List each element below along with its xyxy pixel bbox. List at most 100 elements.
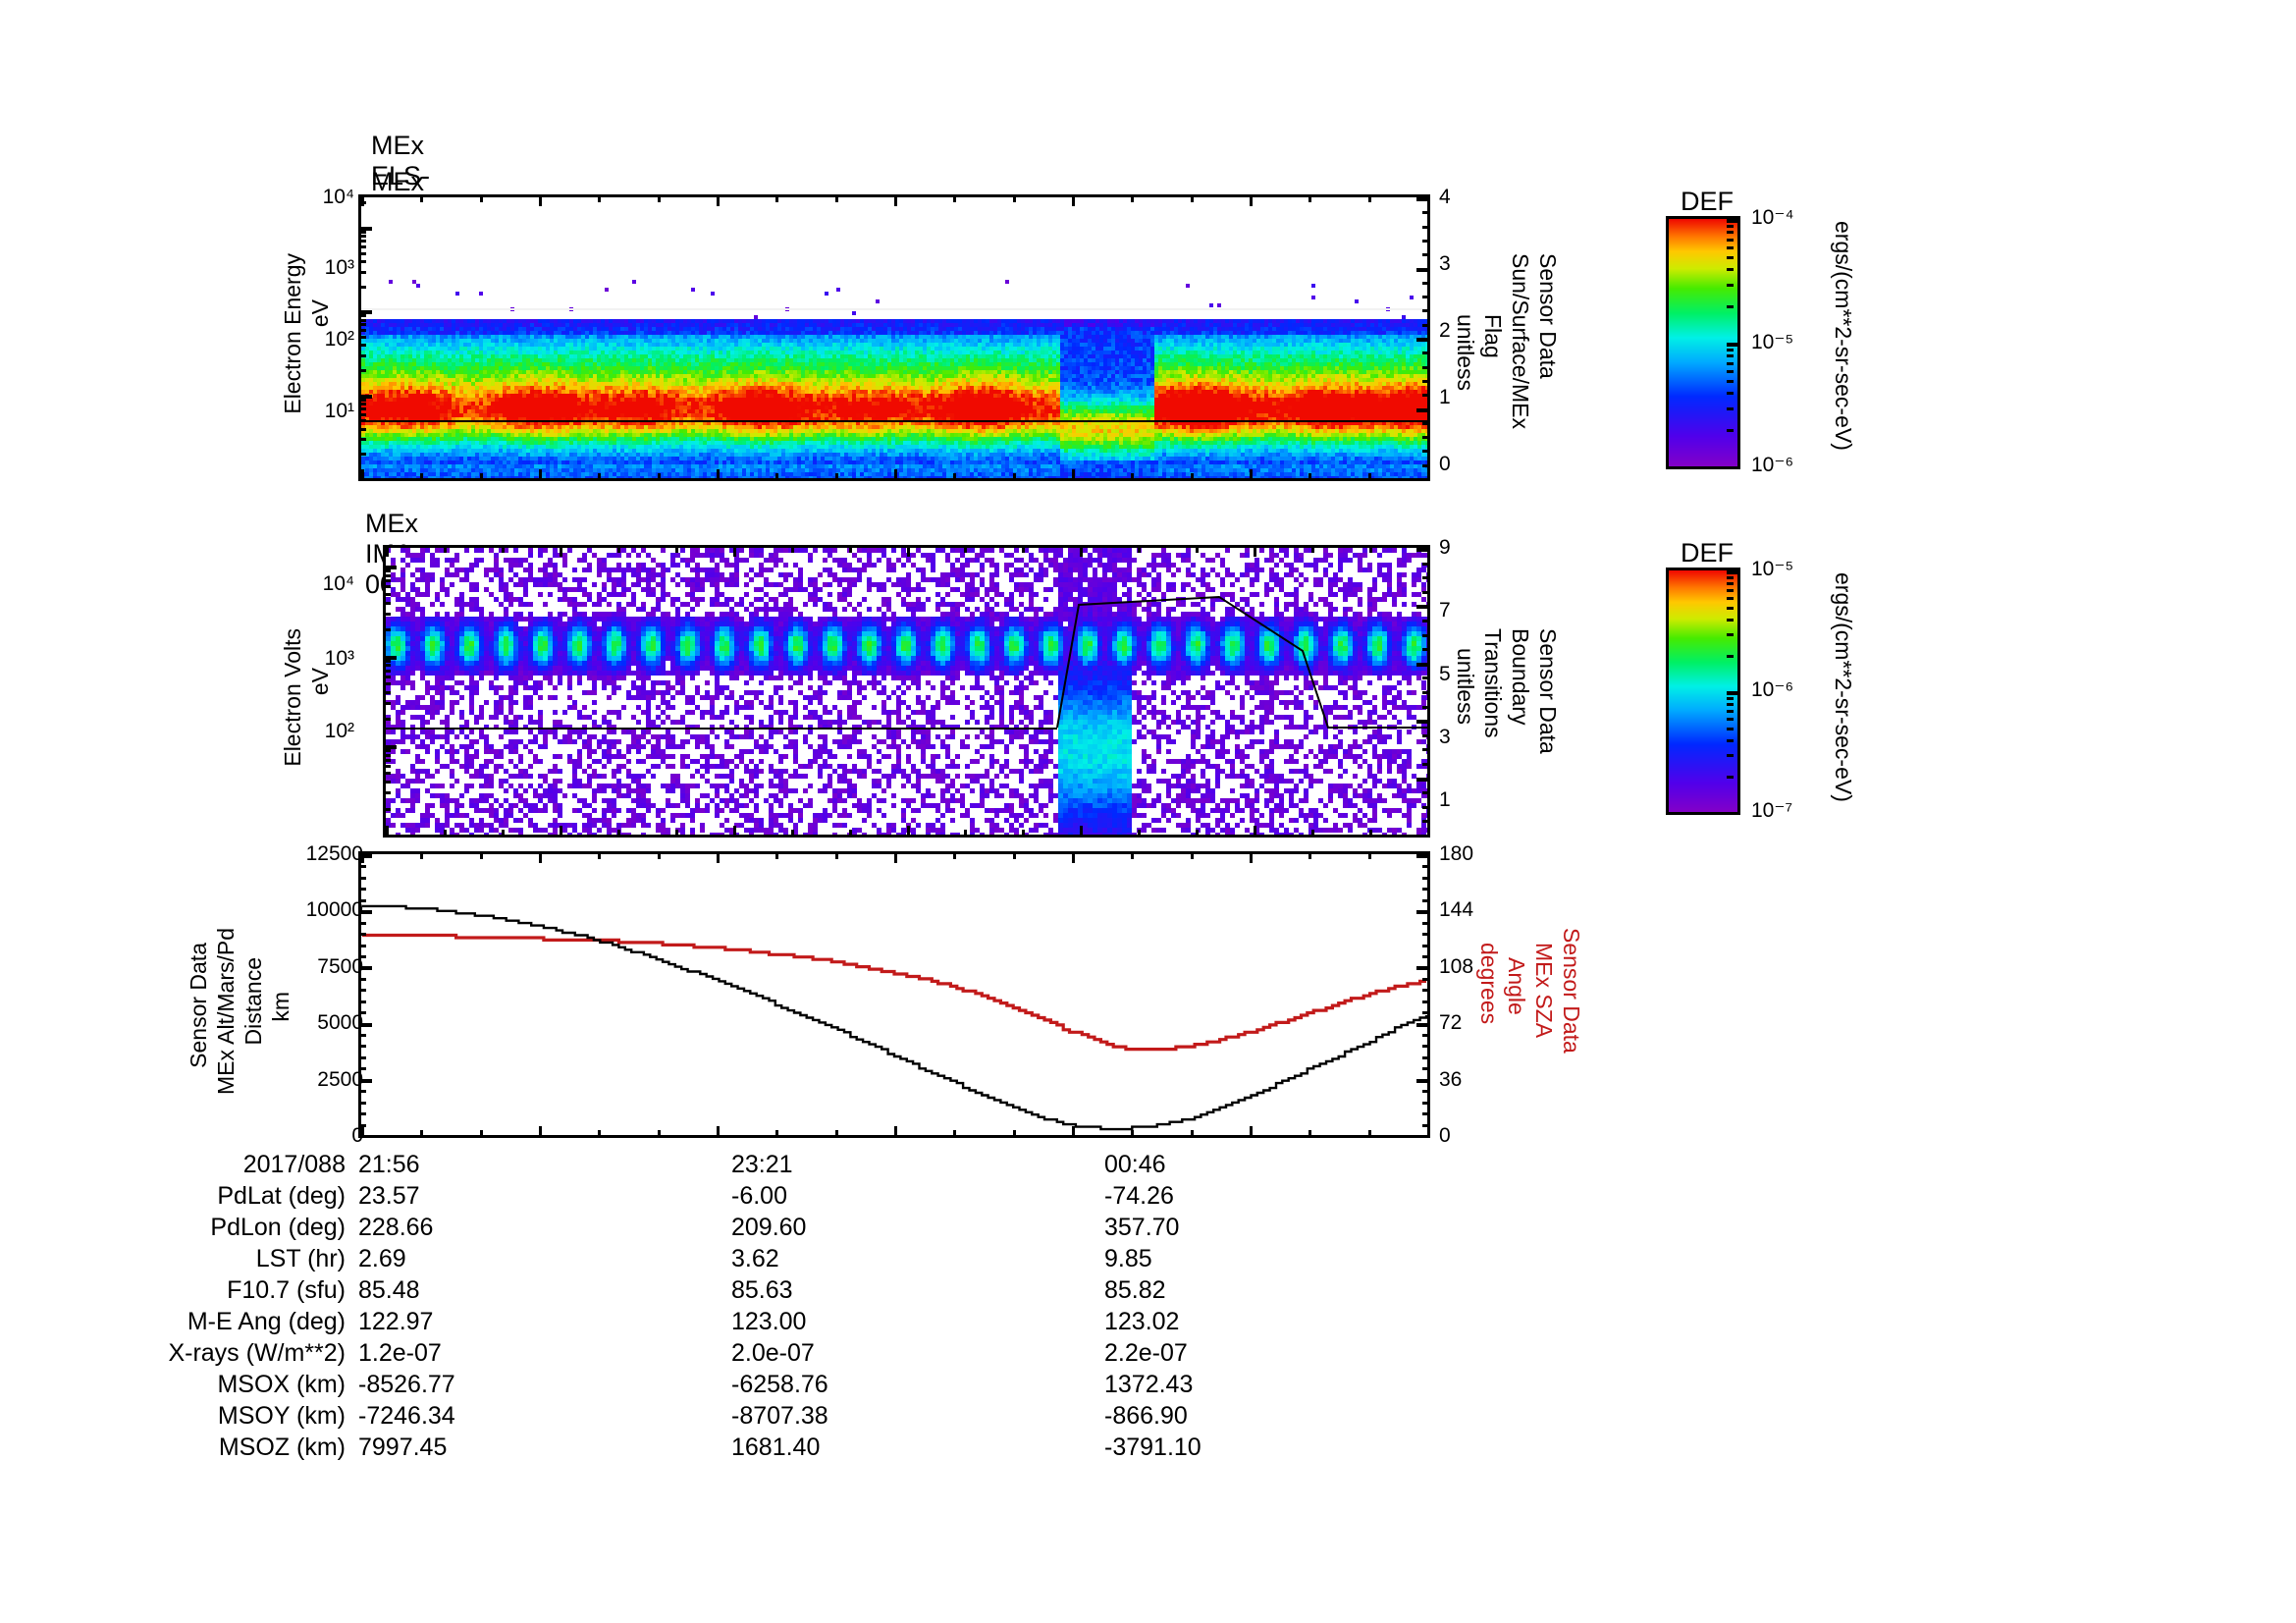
sza-axis-t1: Sensor Data xyxy=(1559,928,1585,1054)
els-rtick-3: 3 xyxy=(1439,252,1451,275)
table-cell: -8526.77 xyxy=(358,1371,455,1398)
table-cell: 209.60 xyxy=(731,1214,807,1241)
table-cell: 85.48 xyxy=(358,1276,420,1304)
ima-right-axis-line1: Sensor Data xyxy=(1535,628,1562,754)
ima-right-axis-line4: unitless xyxy=(1453,648,1479,725)
els-rtick-4: 4 xyxy=(1439,186,1451,208)
table-cell: -6258.76 xyxy=(731,1371,828,1398)
sza-rtick-144: 144 xyxy=(1439,898,1474,921)
els-right-axis-title-4: unitless xyxy=(1453,314,1479,391)
sza-rtick-0: 0 xyxy=(1439,1124,1451,1147)
table-cell: 228.66 xyxy=(358,1214,434,1241)
els-rtick-1: 1 xyxy=(1439,386,1451,408)
els-right-axis-line1: Sensor Data xyxy=(1535,253,1562,379)
ima-ytick-1e3: 10³ xyxy=(324,647,354,670)
els-spectrogram-canvas xyxy=(361,197,1427,478)
els-right-axis-title-2: Sun/Surface/MEx xyxy=(1508,253,1533,429)
table-row-label: M-E Ang (deg) xyxy=(187,1308,346,1335)
ima-plot-frame xyxy=(383,545,1430,838)
els-colorbar-bottom-label: 10⁻⁶ xyxy=(1751,454,1794,476)
sza-axis-t2: MEx SZA xyxy=(1531,943,1558,1039)
panel-ima-left-axis-unit: eV xyxy=(307,668,333,695)
sza-right-axis-line4: degrees xyxy=(1476,943,1503,1025)
alt-plot-frame xyxy=(358,851,1430,1138)
ima-colorbar-bottom-label: 10⁻⁷ xyxy=(1751,799,1793,822)
alt-axis-t1: Sensor Data xyxy=(186,943,211,1068)
table-cell: -3791.10 xyxy=(1104,1434,1201,1461)
els-ytick-1e1: 10¹ xyxy=(324,400,354,422)
ima-rtick-3: 3 xyxy=(1439,726,1451,748)
table-cell: -7246.34 xyxy=(358,1402,455,1430)
ima-right-axis-title-3: Transitions xyxy=(1480,628,1507,738)
alt-axis-t3: Distance xyxy=(240,957,266,1046)
table-cell: 85.82 xyxy=(1104,1276,1166,1304)
ima-top-ticks xyxy=(383,545,1430,559)
sza-rtick-72: 72 xyxy=(1439,1011,1463,1034)
els-right-ticks xyxy=(1415,194,1430,481)
els-ytick-1e2: 10² xyxy=(324,328,354,351)
alt-right-ticks xyxy=(1415,851,1430,1138)
ima-ytick-1e2: 10² xyxy=(324,720,354,742)
alt-ytick-5000: 5000 xyxy=(317,1011,363,1034)
sza-rtick-180: 180 xyxy=(1439,842,1474,865)
table-row-label: MSOY (km) xyxy=(217,1402,346,1430)
els-colorbar-units: ergs/(cm**2-sr-sec-eV) xyxy=(1831,221,1857,451)
ima-right-axis-title-4: unitless xyxy=(1453,648,1479,725)
sza-rtick-108: 108 xyxy=(1439,955,1474,978)
table-cell: 7997.45 xyxy=(358,1434,448,1461)
ima-right-axis-line3: Transitions xyxy=(1480,628,1507,738)
alt-curve xyxy=(362,904,1428,1131)
ima-spectrogram-canvas xyxy=(386,548,1427,835)
els-left-axis-line2: eV xyxy=(307,299,333,328)
ima-rtick-1: 1 xyxy=(1439,788,1451,811)
alt-ytick-7500: 7500 xyxy=(317,955,363,978)
table-cell: 1372.43 xyxy=(1104,1371,1194,1398)
els-colorbar-top-label: 10⁻⁴ xyxy=(1751,206,1794,229)
els-right-axis-title-3: Flag xyxy=(1480,314,1506,358)
alt-left-axis-line1: Sensor Data xyxy=(186,943,211,1068)
ima-colorbar-units: ergs/(cm**2-sr-sec-eV) xyxy=(1831,572,1857,802)
els-rtick-0: 0 xyxy=(1439,453,1451,475)
sza-right-axis-line1: Sensor Data xyxy=(1559,928,1585,1054)
ima-colorbar-ticks xyxy=(1727,568,1740,815)
els-colorbar-title: DEF xyxy=(1681,187,1734,216)
table-row-label: PdLon (deg) xyxy=(210,1214,346,1241)
alt-left-axis-line2: MEx Alt/Mars/Pd xyxy=(213,928,239,1095)
els-right-axis-title-1: Sensor Data xyxy=(1535,253,1562,379)
sza-right-axis-line2: MEx SZA xyxy=(1531,943,1558,1039)
sza-axis-t3: Angle xyxy=(1504,957,1530,1015)
ima-right-axis-title-2: Boundary xyxy=(1508,628,1533,725)
table-cell: 2.2e-07 xyxy=(1104,1339,1188,1367)
table-row-label: 2017/088 xyxy=(242,1151,346,1178)
table-row-label: X-rays (W/m**2) xyxy=(168,1339,346,1367)
alt-left-axis-line3: Distance xyxy=(240,957,266,1046)
sza-rtick-36: 36 xyxy=(1439,1068,1463,1091)
table-cell: 1.2e-07 xyxy=(358,1339,442,1367)
els-top-ticks xyxy=(358,194,1430,208)
sza-right-axis-line3: Angle xyxy=(1504,957,1530,1015)
els-ytick-1e3: 10³ xyxy=(324,256,354,279)
table-cell: 9.85 xyxy=(1104,1245,1152,1272)
table-cell: 21:56 xyxy=(358,1151,420,1178)
els-plot-frame xyxy=(358,194,1430,481)
panel-els-left-axis-title: Electron Energy xyxy=(280,253,305,414)
table-cell: 23.57 xyxy=(358,1182,420,1210)
table-row-label: F10.7 (sfu) xyxy=(227,1276,346,1304)
ima-rtick-9: 9 xyxy=(1439,536,1451,559)
ima-colorbar-title: DEF xyxy=(1681,538,1734,568)
panel-ima-left-axis-title: Electron Volts xyxy=(280,628,305,767)
ima-colorbar-mid-label: 10⁻⁶ xyxy=(1751,678,1794,701)
sza-axis-t4: degrees xyxy=(1476,943,1503,1025)
els-right-axis-line4: unitless xyxy=(1453,314,1479,391)
alt-sza-lines xyxy=(362,904,1428,1131)
table-cell: -6.00 xyxy=(731,1182,787,1210)
els-bottom-ticks xyxy=(358,467,1430,481)
els-left-axis-line1: Electron Energy xyxy=(280,253,305,414)
table-cell: -866.90 xyxy=(1104,1402,1188,1430)
alt-top-ticks xyxy=(358,851,1430,865)
table-cell: -74.26 xyxy=(1104,1182,1174,1210)
els-colorbar-ticks xyxy=(1727,216,1740,469)
table-cell: 85.63 xyxy=(731,1276,793,1304)
alt-ytick-10000: 10000 xyxy=(305,898,363,921)
ima-ytick-1e4: 10⁴ xyxy=(322,572,354,595)
